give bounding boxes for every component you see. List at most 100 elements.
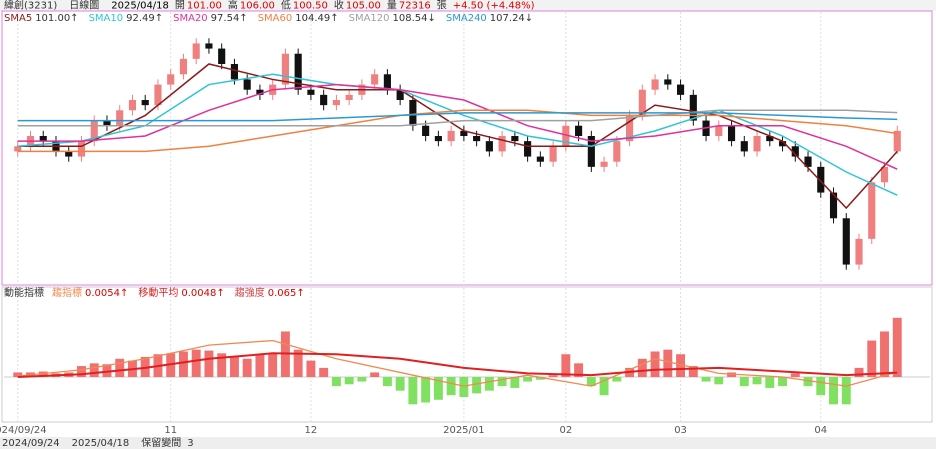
toolbar-start: 2024/09/24	[2, 438, 60, 449]
histogram-bar	[293, 349, 303, 377]
candle-body	[575, 125, 583, 136]
field-value: 101.00	[187, 1, 222, 12]
histogram-bar	[319, 367, 329, 377]
candle-body	[230, 64, 239, 80]
candle-body	[205, 43, 213, 49]
x-tick-label: 2025/01	[443, 425, 485, 436]
candle-body	[116, 110, 124, 126]
histogram-bar	[178, 351, 188, 377]
ma-line	[17, 73, 898, 196]
candle-body	[345, 94, 353, 100]
candle-body	[549, 146, 557, 162]
indicator-panel	[1, 286, 933, 423]
candle-body	[587, 136, 595, 167]
candle-body	[141, 100, 149, 106]
candle-body	[396, 89, 404, 100]
histogram-bar	[13, 372, 23, 377]
indicator-title: 動能指標	[4, 286, 44, 299]
histogram-bar	[191, 349, 201, 377]
field-value: 72316	[399, 1, 431, 12]
histogram-bar	[676, 354, 686, 377]
candle-body	[778, 141, 787, 147]
histogram-bar	[510, 377, 520, 388]
candle-body	[766, 136, 774, 142]
histogram-bar	[574, 363, 584, 377]
legend-name: SMA5	[4, 13, 32, 24]
histogram-bar	[395, 377, 405, 391]
candle-body	[791, 146, 799, 157]
candle-body	[676, 84, 685, 95]
candle-body	[371, 74, 379, 85]
histogram-bar	[408, 377, 418, 405]
legend-value: 92.49↑	[126, 13, 163, 24]
histogram-bar	[841, 377, 851, 405]
field-label: 量	[387, 0, 397, 12]
candle-body	[460, 130, 468, 136]
histogram-bar	[306, 360, 316, 377]
field-value: 105.00	[346, 1, 381, 12]
histogram-bar	[650, 351, 660, 377]
candle-body	[256, 89, 264, 95]
candle-body	[600, 161, 608, 167]
histogram-bar	[331, 377, 341, 387]
histogram-bar	[89, 363, 99, 377]
legend-name: 移動平均	[138, 286, 178, 299]
legend-name: SMA20	[173, 13, 208, 24]
field-value: 100.50	[293, 1, 328, 12]
candle-body	[651, 79, 659, 90]
legend-value: 0.0054↑	[85, 288, 128, 299]
histogram-bar	[357, 377, 367, 382]
field-label: 開	[175, 0, 185, 12]
candle-body	[868, 182, 876, 239]
change: +4.50 (+4.48%)	[453, 1, 535, 12]
histogram-bar	[38, 371, 48, 377]
histogram-bar	[765, 377, 775, 388]
candle-body	[664, 79, 672, 85]
legend-value: 101.00↑	[35, 13, 78, 24]
histogram-bar	[816, 377, 826, 396]
histogram-bar	[370, 372, 380, 377]
histogram-bar	[752, 377, 762, 385]
candle-body	[817, 166, 825, 193]
candle-body	[320, 94, 328, 106]
histogram-bar	[535, 377, 545, 380]
histogram-bar	[523, 377, 533, 382]
candle-body	[90, 120, 98, 142]
candle-body	[893, 130, 901, 152]
ma-line	[17, 83, 898, 170]
histogram-bar	[433, 377, 443, 400]
field-label: 低	[281, 0, 291, 12]
unit: 張	[437, 0, 447, 12]
histogram-bar	[714, 377, 724, 385]
candle-body	[727, 125, 736, 142]
histogram-bar	[663, 349, 673, 377]
histogram-bar	[204, 350, 214, 377]
candle-body	[409, 100, 417, 126]
field-label: 收	[334, 0, 344, 12]
candle-body	[218, 48, 226, 64]
field-value: 106.00	[240, 1, 275, 12]
candle-body	[294, 53, 302, 90]
legend-name: SMA120	[349, 13, 390, 24]
histogram-bar	[497, 377, 507, 387]
candle-body	[626, 115, 634, 142]
histogram-bar	[344, 377, 354, 385]
legend-value: 0.065↑	[268, 288, 305, 299]
candle-body	[422, 125, 430, 136]
candle-body	[753, 136, 761, 152]
histogram-bar	[880, 331, 889, 377]
histogram-bar	[229, 356, 239, 377]
toolbar-count: 3	[187, 438, 193, 449]
candle-body	[307, 89, 315, 95]
candle-body	[243, 79, 251, 90]
candle-body	[842, 218, 850, 265]
histogram-bar	[637, 358, 647, 377]
histogram-bar	[892, 317, 902, 377]
histogram-bar	[739, 377, 749, 387]
indicator-line	[17, 339, 898, 387]
legend-name: 趨指標	[52, 286, 82, 299]
legend-name: SMA10	[89, 13, 124, 24]
candle-body	[383, 74, 391, 90]
price-panel	[1, 10, 933, 286]
